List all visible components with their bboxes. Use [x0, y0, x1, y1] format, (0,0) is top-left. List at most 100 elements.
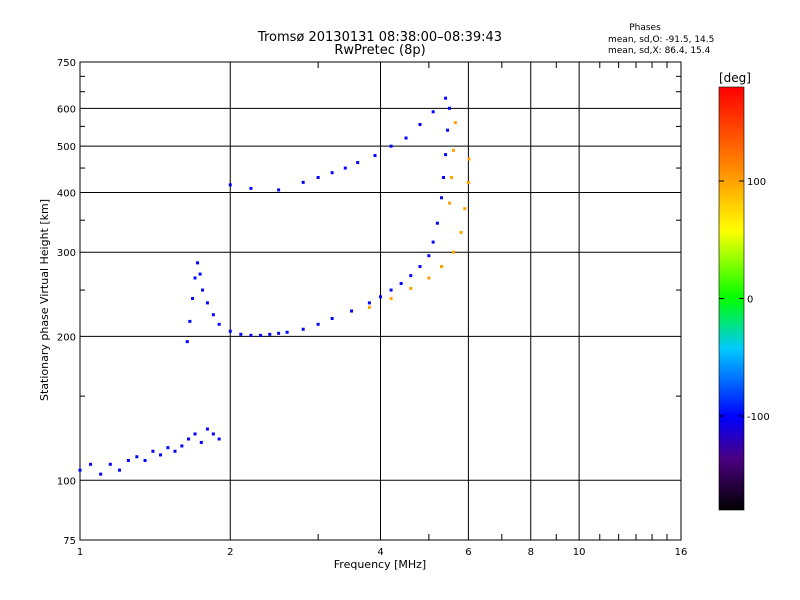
data-point: [193, 276, 197, 280]
colorbar-label: [deg]: [719, 71, 751, 85]
data-point: [301, 180, 305, 184]
x-tick-label: 2: [227, 547, 233, 558]
data-point: [367, 301, 371, 305]
data-point: [259, 333, 263, 337]
data-point: [330, 171, 334, 175]
data-point: [440, 265, 444, 269]
data-point: [205, 301, 209, 305]
x-axis-label: Frequency [MHz]: [334, 558, 426, 571]
data-point: [350, 309, 354, 313]
data-point: [249, 333, 253, 337]
y-tick-label: 100: [57, 476, 76, 487]
data-point: [151, 449, 155, 453]
data-point: [190, 297, 194, 301]
data-point: [135, 455, 139, 459]
data-point: [459, 230, 463, 234]
data-point: [448, 106, 452, 110]
data-point: [440, 196, 444, 200]
data-point: [453, 121, 457, 125]
data-point: [389, 288, 393, 292]
data-point: [185, 340, 189, 344]
data-point: [389, 144, 393, 148]
y-tick-label: 600: [57, 104, 76, 115]
data-point: [435, 221, 439, 225]
data-point: [211, 313, 215, 317]
x-tick-label: 4: [377, 547, 383, 558]
data-point: [198, 272, 202, 276]
data-point: [379, 295, 382, 299]
y-tick-label: 500: [57, 142, 76, 153]
stats-heading: Phases: [629, 23, 661, 33]
x-tick-label: 6: [465, 547, 471, 558]
data-point: [211, 432, 215, 436]
data-point: [228, 329, 232, 333]
data-point: [201, 288, 205, 292]
colorbar-tick-label: 0: [747, 295, 753, 306]
x-tick-label: 10: [573, 547, 586, 558]
data-point: [444, 153, 448, 157]
data-point: [418, 265, 422, 269]
axis-ticks: 1 2 4 6 8 10 16 75 100 200 300 400 500 600 750: [57, 58, 687, 558]
data-point: [404, 136, 408, 140]
data-point: [367, 305, 371, 309]
data-point: [442, 175, 446, 179]
data-point: [193, 432, 197, 436]
data-point: [466, 180, 470, 184]
data-point: [463, 207, 467, 211]
data-point: [239, 332, 243, 336]
data-point: [301, 327, 305, 331]
data-point: [427, 254, 431, 258]
data-point: [451, 250, 455, 254]
data-point: [427, 276, 431, 280]
data-point: [431, 240, 435, 244]
data-point: [99, 472, 103, 476]
data-point: [285, 330, 289, 334]
data-point: [418, 123, 422, 127]
data-point: [268, 332, 272, 336]
data-point: [389, 297, 393, 301]
y-tick-label: 300: [57, 248, 76, 259]
data-point: [89, 462, 93, 466]
stats-line-o: mean, sd,O: -91.5, 14.5: [608, 35, 714, 45]
chart-title: Tromsø 20130131 08:38:00–08:39:43: [257, 30, 502, 45]
chart-subtitle: RwPretec (8p): [334, 43, 425, 58]
data-point: [316, 322, 320, 326]
data-point: [446, 128, 450, 132]
data-point: [448, 201, 452, 205]
data-point: [205, 427, 209, 431]
y-tick-label: 750: [57, 58, 76, 69]
data-point: [444, 96, 448, 100]
data-point: [180, 444, 184, 448]
colorbar-tick-label: -100: [747, 412, 770, 423]
data-point: [173, 449, 177, 453]
data-point: [188, 319, 192, 323]
data-point: [373, 154, 377, 158]
data-point: [467, 157, 471, 161]
data-point: [166, 446, 170, 450]
data-point: [196, 261, 200, 265]
data-points: [78, 96, 471, 476]
data-point: [409, 286, 413, 290]
data-point: [108, 462, 112, 466]
data-point: [330, 316, 334, 320]
data-point: [217, 322, 221, 326]
data-point: [449, 175, 453, 179]
data-point: [228, 183, 232, 187]
data-point: [249, 186, 253, 190]
data-point: [159, 453, 163, 457]
data-point: [217, 437, 221, 441]
x-tick-label: 1: [77, 547, 83, 558]
data-point: [399, 282, 403, 286]
x-tick-label: 8: [528, 547, 534, 558]
data-point: [356, 161, 360, 165]
data-point: [277, 188, 281, 192]
data-point: [343, 166, 347, 170]
stats-line-x: mean, sd,X: 86.4, 15.4: [608, 46, 711, 56]
data-point: [78, 468, 82, 472]
data-point: [187, 437, 191, 441]
data-point: [277, 331, 281, 335]
y-tick-label: 200: [57, 332, 76, 343]
grid-lines: [80, 62, 681, 540]
data-point: [143, 458, 147, 462]
